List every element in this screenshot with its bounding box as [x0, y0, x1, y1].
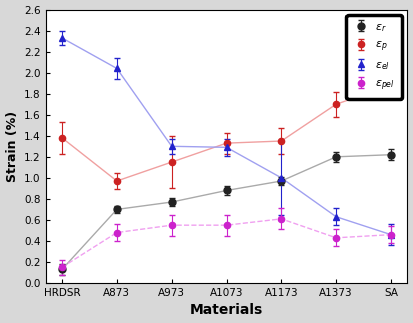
Y-axis label: Strain (%): Strain (%) — [5, 111, 19, 182]
Legend: $\varepsilon_r$, $\varepsilon_p$, $\varepsilon_{el}$, $\varepsilon_{pel}$: $\varepsilon_r$, $\varepsilon_p$, $\vare… — [347, 15, 402, 99]
X-axis label: Materials: Materials — [190, 303, 263, 318]
